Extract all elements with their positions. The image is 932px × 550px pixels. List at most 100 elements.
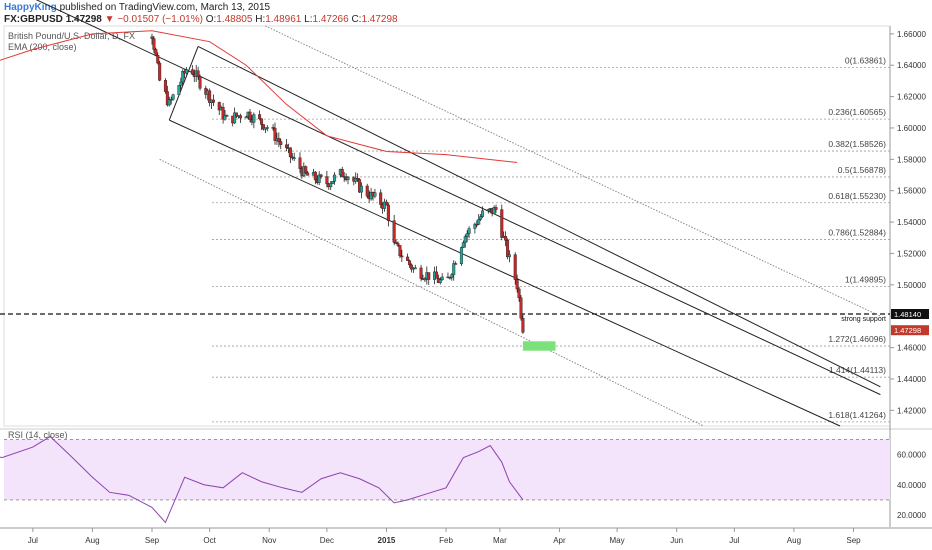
channel-outer-lower-line <box>159 158 704 427</box>
candle-body-71 <box>340 169 344 177</box>
candle-body-133 <box>506 240 510 258</box>
candle-body-114 <box>454 263 458 265</box>
time-tick-label-13: Aug <box>787 536 801 545</box>
candle-body-96 <box>408 260 412 266</box>
candle-body-123 <box>479 216 483 220</box>
candle-body-84 <box>373 192 377 197</box>
candle-body-1 <box>152 38 156 50</box>
candle-body-27 <box>221 107 225 120</box>
candle-body-42 <box>261 124 265 130</box>
fib-label-8: 1.414(1.44113) <box>829 365 886 375</box>
time-tick-label-3: Oct <box>203 536 216 545</box>
candle-body-122 <box>477 219 481 225</box>
candle-body-25 <box>217 102 221 111</box>
fib-label-6: 1(1.49895) <box>845 274 886 284</box>
fib-label-5: 0.786(1.52884) <box>828 228 886 238</box>
candle-body-55 <box>298 157 302 169</box>
candle-body-124 <box>481 210 485 217</box>
candle-body-64 <box>319 174 323 177</box>
support-price-tag <box>891 309 929 319</box>
time-tick-label-7: Feb <box>439 536 453 545</box>
candle-body-129 <box>494 207 498 210</box>
fib-label-3: 0.5(1.56878) <box>838 165 886 175</box>
price-tick-label-12: 1.42000 <box>897 406 926 415</box>
candle-body-130 <box>500 209 504 238</box>
high-label: H: <box>255 14 266 25</box>
candle-body-100 <box>419 267 423 279</box>
candle-body-94 <box>400 255 404 258</box>
candle-body-137 <box>517 288 521 299</box>
fib-label-9: 1.618(1.41264) <box>828 410 886 420</box>
time-tick-label-2: Sep <box>145 536 160 545</box>
candle-body-76 <box>354 178 358 182</box>
rsi-legend[interactable]: RSI (14, close) <box>8 430 68 440</box>
rsi-band <box>4 439 890 500</box>
candle-body-95 <box>406 256 410 261</box>
candle-body-111 <box>448 277 452 279</box>
candle-body-6 <box>165 91 169 106</box>
candle-body-28 <box>223 115 227 120</box>
price-tick-label-0: 1.66000 <box>897 30 926 39</box>
rsi-tick-label-0: 60.0000 <box>897 451 926 460</box>
price-tick-label-8: 1.50000 <box>897 281 926 290</box>
candle-body-3 <box>156 55 160 64</box>
time-tick-label-4: Nov <box>262 536 276 545</box>
publish-header: HappyKing published on TradingView.com, … <box>4 2 270 14</box>
candle-body-106 <box>434 271 438 279</box>
candle-body-85 <box>379 192 383 205</box>
candle-body-108 <box>438 279 442 283</box>
price-tick-label-3: 1.60000 <box>897 124 926 133</box>
published-text: published on TradingView.com, March 13, … <box>59 2 271 13</box>
candle-body-120 <box>473 223 477 229</box>
candle-body-68 <box>331 181 335 184</box>
time-tick-label-9: Apr <box>553 536 566 545</box>
price-tick-label-11: 1.44000 <box>897 375 926 384</box>
candle-body-113 <box>452 263 456 275</box>
close-value: 1.47298 <box>361 14 398 25</box>
time-tick-label-8: Mar <box>493 536 507 545</box>
series-legend[interactable]: British Pound/U.S. Dollar, D, FX <box>8 31 136 41</box>
candle-body-65 <box>325 176 329 185</box>
channel-lower-line <box>169 119 841 427</box>
candle-body-41 <box>260 118 264 125</box>
candle-body-9 <box>171 94 175 100</box>
candle-body-67 <box>329 183 333 188</box>
candle-body-24 <box>211 99 215 103</box>
fib-label-0: 0(1.63861) <box>845 55 886 65</box>
candle-body-74 <box>346 177 350 180</box>
candle-body-7 <box>167 99 171 106</box>
time-tick-label-1: Aug <box>85 536 99 545</box>
time-tick-label-14: Sep <box>846 536 861 545</box>
channel-mid-line <box>35 0 881 396</box>
candle-body-5 <box>163 80 167 92</box>
candle-body-132 <box>504 236 508 241</box>
candle-body-88 <box>384 201 388 206</box>
change-arrow-icon: ▼ <box>104 14 115 25</box>
candle-body-118 <box>465 233 469 237</box>
candle-body-53 <box>290 156 294 159</box>
candle-body-63 <box>317 174 321 183</box>
price-tick-label-2: 1.62000 <box>897 93 926 102</box>
open-value: 1.48805 <box>216 14 253 25</box>
candle-body-135 <box>513 254 517 280</box>
candle-body-87 <box>383 201 387 209</box>
price-tick-label-10: 1.46000 <box>897 344 926 353</box>
candle-body-14 <box>185 69 189 74</box>
candle-body-115 <box>459 247 463 265</box>
author-name[interactable]: HappyKing <box>4 2 57 13</box>
candle-body-37 <box>248 111 252 120</box>
price-tick-label-5: 1.56000 <box>897 187 926 196</box>
channel-upper-line <box>197 45 881 388</box>
price-tick-label-4: 1.58000 <box>897 155 926 164</box>
ohlc-bar: FX:GBPUSD 1.47298 ▼ −0.01507 (−1.01%) O:… <box>4 14 398 26</box>
low-value: 1.47266 <box>312 14 349 25</box>
open-label: O: <box>205 14 217 25</box>
fib-label-2: 0.382(1.58526) <box>828 139 886 149</box>
candle-body-22 <box>208 90 212 103</box>
low-label: L: <box>304 14 313 25</box>
candle-body-15 <box>190 69 194 75</box>
candle-body-136 <box>515 279 519 290</box>
candle-body-54 <box>292 157 296 159</box>
price-tick-label-6: 1.54000 <box>897 218 926 227</box>
